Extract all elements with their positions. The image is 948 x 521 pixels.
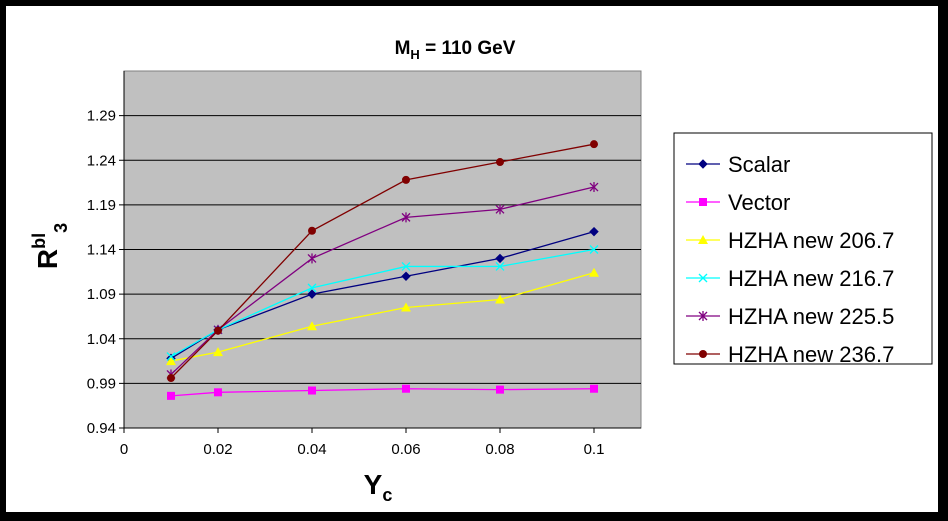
data-point-vector (167, 391, 175, 400)
series-line-hzha-new-216-7 (170, 248, 595, 358)
data-point-hzha-new-216-7 (495, 261, 505, 271)
data-point-hzha-new-236-7 (167, 374, 175, 383)
y-tick-label: 1.04 (87, 331, 116, 348)
data-point-vector (590, 384, 598, 393)
data-point-hzha-new-216-7 (166, 352, 176, 362)
legend-marker (698, 311, 708, 321)
legend-item-hzha-new-216-7: HZHA new 216.7 (686, 266, 894, 291)
data-point-hzha-new-206-7 (495, 294, 505, 304)
legend-marker (699, 350, 707, 358)
data-point-hzha-new-206-7 (213, 347, 223, 357)
data-point-hzha-new-206-7 (589, 267, 599, 277)
legend-marker (698, 235, 708, 244)
legend-label: Vector (728, 190, 790, 215)
data-point-hzha-new-206-7 (307, 321, 317, 331)
series-line-hzha-new-206-7 (170, 272, 595, 362)
y-tick-label: 1.19 (87, 197, 116, 214)
data-point-hzha-new-236-7 (308, 226, 316, 235)
data-point-hzha-new-236-7 (214, 326, 222, 335)
marker-stroke (698, 273, 708, 283)
chart-title: MH = 110 GeV (395, 38, 516, 62)
chart-frame: MH = 110 GeV 0.94 0.99 1.04 1.09 1.14 1.19 1.2… (6, 6, 938, 512)
data-point-hzha-new-236-7 (496, 158, 504, 167)
legend-marker (698, 159, 708, 169)
x-tick-label: 0.08 (485, 441, 514, 458)
marker-stroke (166, 352, 176, 362)
legend-label: HZHA new 216.7 (728, 266, 894, 291)
y-tick-label: 1.14 (87, 242, 116, 259)
legend-label: Scalar (728, 152, 790, 177)
data-point-hzha-new-206-7 (401, 302, 411, 312)
data-point-hzha-new-225-5 (495, 204, 505, 215)
line-chart: MH = 110 GeV 0.94 0.99 1.04 1.09 1.14 1.19 1.2… (29, 38, 933, 505)
x-tick-label: 0.1 (584, 441, 605, 458)
legend-box (673, 132, 933, 365)
data-point-scalar (401, 271, 411, 281)
legend-item-vector: Vector (686, 190, 790, 215)
legend-label: HZHA new 206.7 (728, 228, 894, 253)
x-axis-ticks: 0 0.02 0.04 0.06 0.08 0.1 (120, 428, 605, 458)
y-tick-label: 1.24 (87, 152, 116, 169)
legend-item-hzha-new-225-5: HZHA new 225.5 (686, 304, 894, 329)
data-point-scalar (495, 253, 505, 264)
x-tick-label: 0.06 (391, 441, 420, 458)
y-axis-ticks: 0.94 0.99 1.04 1.09 1.14 1.19 1.24 1.29 (87, 108, 124, 437)
series-hzha-new-216-7 (166, 245, 599, 362)
series-hzha-new-236-7 (167, 140, 598, 383)
data-point-hzha-new-216-7 (307, 283, 317, 293)
series-vector (167, 384, 598, 400)
data-point-hzha-new-216-7 (401, 261, 411, 271)
data-point-hzha-new-225-5 (307, 253, 317, 264)
x-tick-label: 0 (120, 441, 128, 458)
series-line-vector (170, 388, 595, 397)
data-point-scalar (589, 226, 599, 237)
y-tick-label: 1.29 (87, 108, 116, 125)
data-point-hzha-new-236-7 (402, 175, 410, 184)
data-point-scalar (307, 289, 317, 299)
legend-label: HZHA new 236.7 (728, 342, 894, 367)
y-tick-label: 0.99 (87, 375, 116, 392)
series-line-hzha-new-236-7 (170, 143, 595, 379)
marker-stroke (401, 261, 411, 271)
x-axis-label: Yc (364, 469, 393, 505)
series-layer (166, 140, 599, 400)
marker-stroke (589, 245, 599, 254)
legend-item-hzha-new-206-7: HZHA new 206.7 (686, 228, 894, 253)
x-tick-label: 0.04 (297, 441, 326, 458)
legend-item-hzha-new-236-7: HZHA new 236.7 (686, 342, 894, 367)
data-point-hzha-new-225-5 (589, 182, 599, 193)
series-line-hzha-new-225-5 (170, 186, 595, 375)
data-point-hzha-new-206-7 (166, 356, 176, 366)
data-point-vector (308, 386, 316, 395)
legend-item-scalar: Scalar (686, 152, 790, 177)
series-hzha-new-206-7 (166, 267, 599, 366)
x-tick-label: 0.02 (203, 441, 232, 458)
data-point-vector (214, 388, 222, 397)
data-point-hzha-new-225-5 (401, 212, 411, 223)
legend-marker (698, 273, 708, 283)
marker-stroke (307, 283, 317, 293)
legend: Scalar Vector HZHA new 206.7 HZHA new 216.7… (686, 152, 894, 367)
marker-stroke (495, 261, 505, 271)
legend-marker (699, 198, 707, 206)
y-tick-label: 0.94 (87, 420, 116, 437)
data-point-hzha-new-216-7 (589, 245, 599, 254)
data-point-hzha-new-236-7 (590, 140, 598, 149)
y-axis-label: Rbl3 (29, 223, 71, 269)
data-point-vector (402, 384, 410, 393)
legend-label: HZHA new 225.5 (728, 304, 894, 329)
y-tick-label: 1.09 (87, 286, 116, 303)
data-point-vector (496, 385, 504, 394)
